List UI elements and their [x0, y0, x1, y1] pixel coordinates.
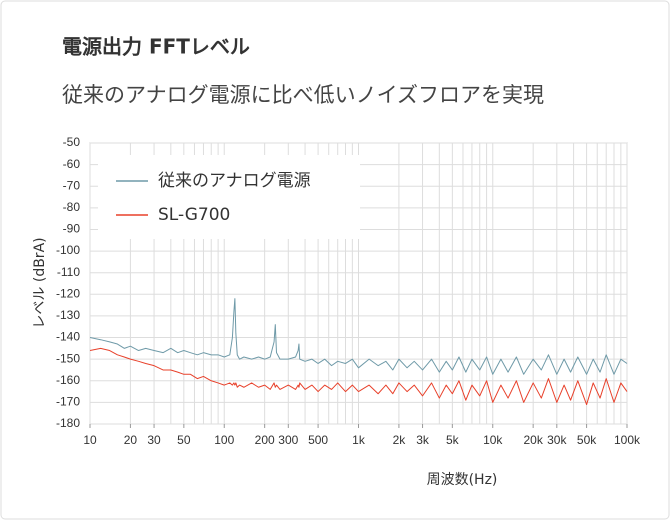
x-tick-label: 3k [416, 433, 430, 447]
x-tick-label: 10k [483, 433, 503, 447]
y-tick-label: -70 [63, 178, 81, 192]
x-tick-label: 500 [308, 433, 328, 447]
x-tick-label: 20 [124, 433, 138, 447]
y-tick-label: -80 [63, 200, 81, 214]
legend-label: 従来のアナログ電源 [158, 171, 311, 191]
series-line [89, 298, 628, 375]
x-tick-label: 30 [147, 433, 161, 447]
x-tick-label: 5k [446, 433, 460, 447]
y-tick-label: -120 [56, 286, 80, 300]
y-tick-label: -130 [56, 308, 80, 322]
x-tick-label: 50k [577, 433, 597, 447]
y-tick-label: -170 [56, 395, 80, 409]
x-tick-label: 10 [83, 433, 97, 447]
legend-box [98, 155, 360, 239]
x-tick-label: 300 [278, 433, 298, 447]
x-tick-label: 1k [352, 433, 366, 447]
y-tick-label: -150 [56, 351, 80, 365]
chart-title: 電源出力 FFTレベル [62, 35, 250, 59]
y-tick-label: -110 [57, 265, 80, 279]
x-tick-label: 200 [255, 433, 275, 447]
series-line [89, 347, 628, 406]
y-tick-label: -100 [56, 243, 80, 257]
y-tick-label: -90 [63, 222, 81, 236]
x-tick-label: 100 [214, 433, 234, 447]
y-tick-label: -60 [63, 157, 81, 171]
legend-label: SL-G700 [158, 205, 230, 225]
y-tick-label: -160 [56, 373, 80, 387]
y-axis-label: レベル (dBrA) [32, 237, 48, 328]
x-tick-label: 30k [547, 433, 567, 447]
y-tick-label: -140 [56, 330, 80, 344]
y-tick-label: -180 [56, 416, 80, 430]
x-tick-label: 2k [393, 433, 407, 447]
x-tick-label: 100k [614, 433, 641, 447]
chart-subtitle: 従来のアナログ電源に比べ低いノイズフロアを実現 [62, 83, 544, 107]
x-axis-label: 周波数(Hz) [427, 472, 498, 488]
y-tick-label: -50 [63, 135, 81, 149]
x-tick-label: 20k [523, 433, 543, 447]
x-tick-label: 50 [177, 433, 191, 447]
